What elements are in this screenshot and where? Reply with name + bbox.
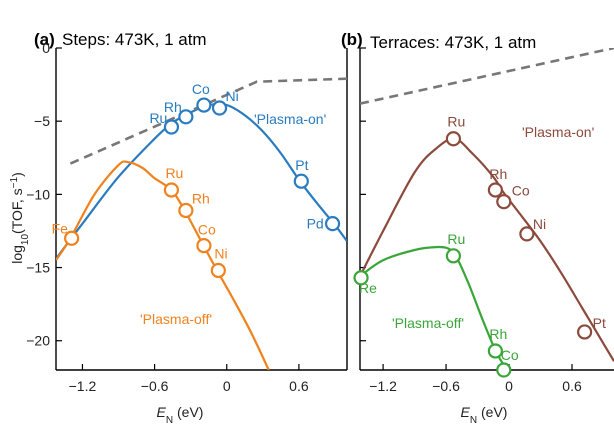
panel-a-annotation-plasma-on: 'Plasma-on' bbox=[254, 111, 326, 127]
data-point-label: Fe bbox=[52, 220, 69, 236]
data-point-marker bbox=[496, 194, 512, 210]
data-point-label: Rh bbox=[164, 99, 182, 115]
panel-b-x-axis-label: EN (eV) bbox=[461, 404, 508, 426]
data-point-marker bbox=[178, 109, 194, 125]
data-point-label: Pd bbox=[307, 216, 324, 232]
data-point-label: Co bbox=[192, 81, 210, 97]
data-point-label: Ru bbox=[165, 165, 183, 181]
data-point-label: Pt bbox=[593, 315, 606, 331]
data-point-label: Rh bbox=[489, 326, 507, 342]
panel-a-title: Steps: 473K, 1 atm bbox=[62, 30, 207, 49]
x-tick-label: −0.6 bbox=[141, 378, 169, 394]
series-line bbox=[56, 160, 270, 370]
dashed-limit-line bbox=[69, 77, 347, 165]
x-tick-label: 0 bbox=[223, 378, 231, 394]
panel-a-series bbox=[56, 77, 347, 370]
data-point-marker bbox=[196, 97, 212, 113]
series-line bbox=[56, 102, 347, 260]
panel-b-points: Ru Rh Co Ni Pt Re Ru Rh Co bbox=[353, 114, 606, 378]
data-point-label: Co bbox=[501, 347, 519, 363]
panel-b-annotation-plasma-off: 'Plasma-off' bbox=[392, 315, 464, 331]
panel-a-x-axis-label: EN (eV) bbox=[157, 404, 204, 426]
data-point-label: Ru bbox=[447, 114, 465, 130]
panel-b-label: (b) bbox=[341, 30, 363, 49]
x-tick-label: 0 bbox=[505, 378, 513, 394]
panel-b-y-ticks bbox=[360, 47, 366, 342]
series-line bbox=[360, 245, 508, 370]
data-point-label: Ru bbox=[447, 231, 465, 247]
data-point-label: Ru bbox=[149, 110, 167, 126]
x-tick-label: −1.2 bbox=[369, 378, 397, 394]
data-point-marker bbox=[163, 119, 180, 135]
data-point-label: Re bbox=[359, 280, 377, 296]
data-point-label: Ni bbox=[533, 216, 546, 232]
data-point-label: Co bbox=[512, 183, 530, 199]
data-point-marker bbox=[577, 324, 593, 340]
data-point-label: Ni bbox=[214, 245, 227, 261]
data-point-marker bbox=[324, 216, 341, 232]
y-tick-label: −10 bbox=[26, 186, 50, 202]
data-point-label: Pt bbox=[295, 157, 308, 173]
panel-a-label: (a) bbox=[34, 30, 55, 49]
panel-a: (a) Steps: 473K, 1 atm 0 −5 −10 −15 −20 −1.2… bbox=[26, 30, 348, 394]
data-point-marker bbox=[519, 226, 535, 242]
panel-b-x-ticks: −1.2 −0.6 0 0.6 bbox=[369, 364, 582, 394]
x-tick-label: 0.6 bbox=[562, 378, 582, 394]
data-point-marker bbox=[196, 237, 212, 254]
panel-a-y-ticks: 0 −5 −10 −15 −20 bbox=[26, 40, 62, 349]
y-tick-label: −5 bbox=[34, 113, 50, 129]
data-point-label: Rh bbox=[192, 190, 210, 206]
x-tick-label: 0.6 bbox=[289, 378, 309, 394]
data-point-marker bbox=[64, 230, 80, 246]
y-tick-label: 0 bbox=[42, 40, 50, 56]
data-point-marker bbox=[487, 343, 503, 359]
data-point-marker bbox=[353, 270, 369, 286]
x-tick-label: −0.6 bbox=[432, 378, 460, 394]
data-point-marker bbox=[496, 362, 512, 378]
data-point-label: Co bbox=[198, 222, 216, 238]
y-tick-label: −20 bbox=[26, 333, 50, 349]
panel-a-annotation-plasma-off: 'Plasma-off' bbox=[140, 311, 212, 327]
data-point-marker bbox=[210, 262, 226, 279]
data-point-marker bbox=[445, 131, 462, 147]
data-point-marker bbox=[487, 182, 503, 198]
panel-b-annotation-plasma-on: 'Plasma-on' bbox=[522, 124, 594, 140]
y-tick-label: −15 bbox=[26, 260, 50, 276]
x-tick-label: −1.2 bbox=[69, 378, 97, 394]
data-point-marker bbox=[445, 248, 462, 264]
data-point-marker bbox=[211, 100, 228, 116]
dashed-limit-line bbox=[360, 48, 614, 105]
data-point-marker bbox=[293, 173, 309, 189]
data-point-marker bbox=[178, 202, 194, 219]
panel-b-title: Terraces: 473K, 1 atm bbox=[370, 33, 536, 52]
panel-b: (b) Terraces: 473K, 1 atm −1.2 −0.6 0 0.6 R… bbox=[341, 30, 614, 394]
data-point-marker bbox=[163, 182, 180, 198]
data-point-label: Rh bbox=[489, 166, 507, 182]
data-point-label: Ni bbox=[226, 88, 239, 104]
panel-a-x-ticks: −1.2 −0.6 0 0.6 bbox=[69, 364, 309, 394]
